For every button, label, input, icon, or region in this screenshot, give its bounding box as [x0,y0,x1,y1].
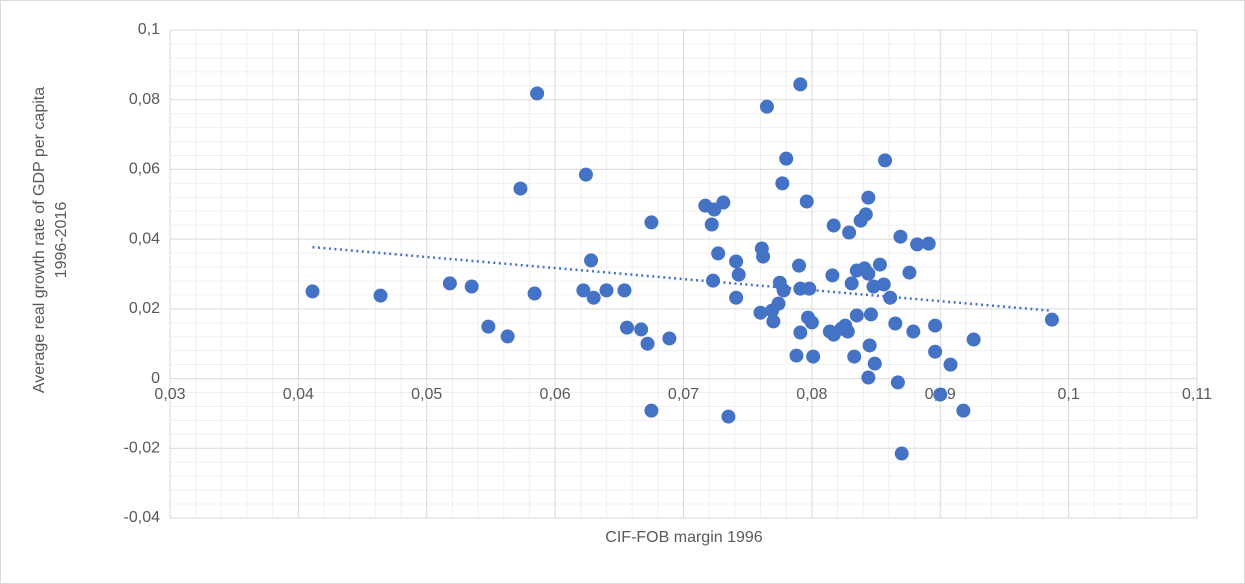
point [825,268,840,283]
point [804,315,819,330]
point [576,283,591,298]
point [883,290,898,305]
point [933,387,948,402]
point [464,279,479,294]
point [910,237,925,252]
point [731,267,746,282]
point [861,266,876,281]
point [847,349,862,364]
point [928,344,943,359]
point [966,332,981,347]
point [849,308,864,323]
point [527,286,542,301]
y-tick-label: 0,02 [129,300,160,317]
point [644,403,659,418]
point [513,181,528,196]
point [878,153,893,168]
point [806,349,821,364]
point [578,167,593,182]
point [729,254,744,269]
point [775,176,790,191]
point [888,316,903,331]
point [599,283,614,298]
y-tick-label: -0,04 [124,509,161,526]
point [481,319,496,334]
point [861,370,876,385]
point [779,151,794,166]
point [756,249,771,264]
point [943,357,958,372]
point [840,324,855,339]
y-tick-label: 0,1 [138,21,160,38]
point [620,320,635,335]
point [586,290,601,305]
point [530,86,545,101]
point [442,276,457,291]
point [759,99,774,114]
point [858,207,873,222]
x-tick-label: 0,03 [154,386,185,403]
point [893,229,908,244]
point [844,276,859,291]
point [799,194,814,209]
point [500,329,515,344]
x-tick-label: 0,11 [1182,386,1212,403]
point [634,322,649,337]
point [876,277,891,292]
y-tick-label: 0 [151,370,160,387]
point [793,325,808,340]
point [753,305,768,320]
point [842,225,857,240]
y-tick-label: 0,04 [129,230,160,247]
point [890,375,905,390]
point [928,318,943,333]
point [902,265,917,280]
point [721,409,736,424]
point [617,283,632,298]
point [711,246,726,261]
y-axis-label: Average real growth rate of GDP per capi… [31,86,70,394]
x-tick-label: 0,1 [1058,386,1080,403]
point [861,190,876,205]
point [894,446,909,461]
y-tick-label: 0,06 [129,161,160,178]
point [1044,312,1059,327]
point [640,336,655,351]
point [729,290,744,305]
point [802,281,817,296]
point [793,77,808,92]
x-tick-label: 0,04 [283,386,314,403]
x-tick-label: 0,08 [796,386,827,403]
point [863,307,878,322]
point [706,273,721,288]
point [789,348,804,363]
point [704,217,719,232]
point [716,195,731,210]
point [771,296,786,311]
y-tick-label: 0,08 [129,91,160,108]
point [644,215,659,230]
x-tick-label: 0,06 [540,386,571,403]
point [872,257,887,272]
x-tick-label: 0,07 [668,386,699,403]
point [662,331,677,346]
point [826,218,841,233]
point [862,338,877,353]
y-tick-label: -0,02 [124,440,161,457]
point [906,324,921,339]
point [584,253,599,268]
x-axis-label: CIF-FOB margin 1996 [605,529,762,546]
point [867,356,882,371]
point [792,258,807,273]
point [956,403,971,418]
point [305,284,320,299]
point [776,283,791,298]
point [373,288,388,303]
x-tick-label: 0,05 [411,386,442,403]
point [766,314,781,329]
point [921,236,936,251]
